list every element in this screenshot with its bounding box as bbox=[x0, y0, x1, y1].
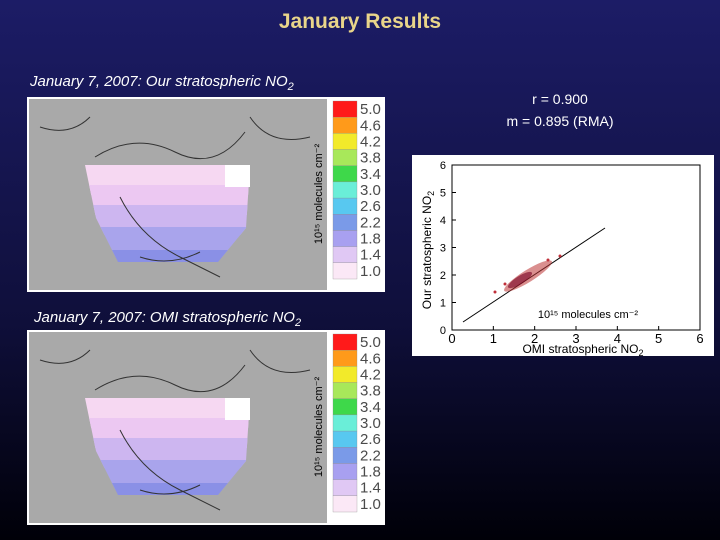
x-tick-label: 5 bbox=[655, 331, 662, 346]
caption-subscript: 2 bbox=[294, 317, 301, 329]
colorbar-swatch bbox=[332, 463, 358, 480]
colorbar-tick-label: 3.0 bbox=[360, 415, 381, 432]
colorbar-swatch bbox=[332, 382, 358, 399]
y-tick-label: 5 bbox=[440, 188, 446, 200]
colorbar-tick-label: 4.6 bbox=[360, 117, 381, 134]
label-subscript: 2 bbox=[426, 191, 436, 196]
point-cluster bbox=[493, 254, 562, 294]
y-tick-label: 6 bbox=[440, 160, 446, 172]
colorbar-swatch bbox=[332, 197, 358, 215]
colorbar-tick-label: 5.0 bbox=[360, 334, 381, 351]
x-tick-label: 4 bbox=[614, 331, 621, 346]
y-tick-label: 1 bbox=[440, 298, 446, 310]
colorbar-swatch bbox=[332, 333, 358, 351]
colorbar-tick-label: 3.4 bbox=[360, 166, 381, 183]
y-tick-label: 4 bbox=[440, 215, 446, 227]
caption-subscript: 2 bbox=[287, 81, 294, 93]
colorbar-swatch bbox=[332, 230, 358, 247]
colorbar-tick-label: 3.0 bbox=[360, 182, 381, 199]
label-text: OMI stratospheric NO bbox=[522, 342, 638, 356]
colorbar-tick-label: 4.2 bbox=[360, 366, 381, 383]
caption-text: January 7, 2007: OMI stratospheric NO bbox=[33, 309, 295, 326]
coastline bbox=[39, 349, 311, 511]
data-swath bbox=[85, 398, 250, 495]
x-tick-label: 2 bbox=[531, 331, 538, 346]
colorbar-swatch bbox=[332, 246, 358, 263]
colorbar-tick-label: 1.0 bbox=[360, 496, 381, 513]
colorbar-swatch bbox=[332, 447, 358, 464]
scatter-plot: 10¹⁵ molecules cm⁻² OMI stratospheric NO… bbox=[412, 155, 714, 358]
slide-title: January Results bbox=[279, 10, 441, 33]
map-panel: 5.04.64.23.83.43.02.62.21.81.41.0 10¹⁵ mo… bbox=[27, 97, 385, 292]
y-tick-label: 2 bbox=[440, 270, 446, 282]
colorbar-tick-label: 2.2 bbox=[360, 214, 381, 231]
colorbar-tick-label: 1.8 bbox=[360, 464, 381, 481]
colorbar-tick-label: 3.4 bbox=[360, 399, 381, 416]
colorbar-swatch bbox=[332, 350, 358, 367]
units-label: 10¹⁵ molecules cm⁻² bbox=[538, 309, 639, 321]
colorbar-swatch bbox=[332, 495, 358, 513]
panel-caption: January 7, 2007: OMI stratospheric NO2 bbox=[33, 309, 301, 329]
swath-band bbox=[85, 250, 250, 262]
colorbar-tick-label: 3.8 bbox=[360, 383, 381, 400]
x-axis-label: OMI stratospheric NO2 bbox=[522, 342, 643, 358]
colorbar-tick-label: 3.8 bbox=[360, 150, 381, 167]
y-axis-label: Our stratospheric NO2 bbox=[420, 191, 436, 309]
missing-region bbox=[225, 398, 250, 420]
y-tick-label: 3 bbox=[440, 243, 446, 255]
colorbar-swatch bbox=[332, 398, 358, 416]
colorbar-tick-label: 2.6 bbox=[360, 198, 381, 215]
colorbar-swatch bbox=[332, 214, 358, 231]
colorbar-tick-label: 5.0 bbox=[360, 101, 381, 118]
y-tick-label: 0 bbox=[440, 325, 446, 337]
caption-text: January 7, 2007: Our stratospheric NO bbox=[29, 73, 288, 90]
colorbar-swatch bbox=[332, 430, 358, 448]
statistic: m = 0.895 (RMA) bbox=[507, 113, 614, 129]
colorbar-tick-label: 1.8 bbox=[360, 231, 381, 248]
colorbar-swatch bbox=[332, 181, 358, 199]
label-subscript: 2 bbox=[639, 348, 644, 358]
colorbar-tick-label: 1.4 bbox=[360, 247, 381, 264]
colorbar-tick-label: 2.2 bbox=[360, 447, 381, 464]
x-tick-label: 0 bbox=[448, 331, 455, 346]
statistic: r = 0.900 bbox=[532, 91, 588, 107]
colorbar-tick-label: 1.4 bbox=[360, 480, 381, 497]
colorbar-tick-label: 1.0 bbox=[360, 263, 381, 280]
colorbar-tick-label: 2.6 bbox=[360, 431, 381, 448]
colorbar-label: 10¹⁵ molecules cm⁻² bbox=[313, 377, 325, 478]
colorbar-swatch bbox=[332, 262, 358, 280]
colorbar-swatch bbox=[332, 165, 358, 183]
swath-band bbox=[85, 483, 250, 495]
colorbar-swatch bbox=[332, 149, 358, 166]
colorbar-swatch bbox=[332, 133, 358, 150]
x-tick-label: 1 bbox=[490, 331, 497, 346]
colorbar-swatch bbox=[332, 479, 358, 496]
x-tick-label: 6 bbox=[696, 331, 703, 346]
colorbar-swatch bbox=[332, 117, 358, 134]
x-tick-label: 3 bbox=[572, 331, 579, 346]
colorbar-label: 10¹⁵ molecules cm⁻² bbox=[313, 144, 325, 245]
map-panel: 5.04.64.23.83.43.02.62.21.81.41.0 10¹⁵ mo… bbox=[27, 330, 385, 525]
coastline bbox=[39, 116, 311, 278]
label-text: Our stratospheric NO bbox=[420, 196, 434, 309]
missing-region bbox=[225, 165, 250, 187]
colorbar-swatch bbox=[332, 366, 358, 383]
colorbar-swatch bbox=[332, 414, 358, 432]
colorbar-tick-label: 4.6 bbox=[360, 350, 381, 367]
colorbar-swatch bbox=[332, 100, 358, 118]
colorbar-tick-label: 4.2 bbox=[360, 133, 381, 150]
panel-caption: January 7, 2007: Our stratospheric NO2 bbox=[29, 73, 294, 93]
